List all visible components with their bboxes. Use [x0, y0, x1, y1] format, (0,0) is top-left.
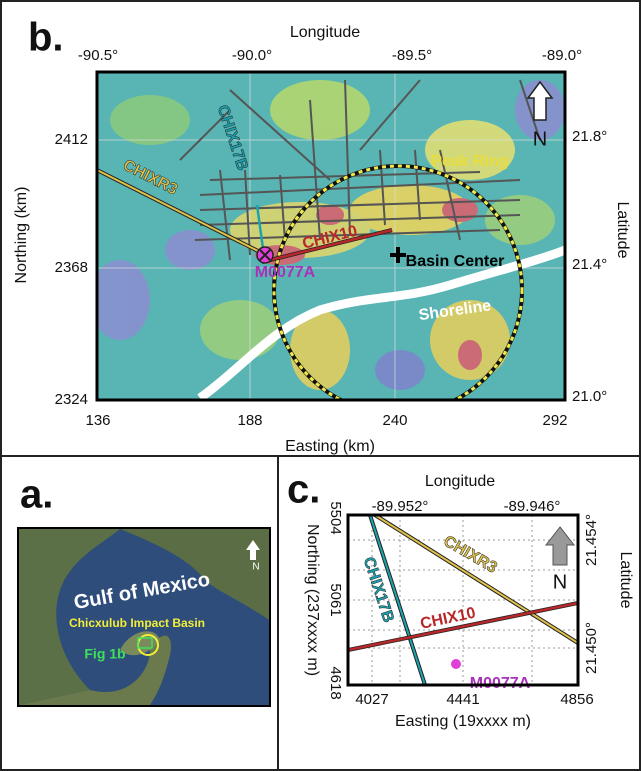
tick-label: 136: [85, 412, 110, 429]
map-label: M0077A: [255, 264, 316, 281]
map-label: Fig 1b: [84, 646, 125, 662]
panel-label: b.: [28, 16, 64, 60]
tick-label: 4441: [446, 691, 479, 708]
tick-label: 5061: [327, 583, 344, 616]
tick-label: 21.0°: [572, 388, 607, 405]
axis-title: Easting (19xxxx m): [395, 713, 531, 730]
tick-label: -89.0°: [542, 47, 582, 64]
tick-label: 2324: [55, 391, 88, 408]
axis-title: Longitude: [290, 24, 360, 41]
figure: b. Longitude -90.5° -90.0° -89.5° -89.0°…: [0, 0, 641, 771]
tick-label: -89.946°: [504, 498, 561, 515]
panel-b: b. Longitude -90.5° -90.0° -89.5° -89.0°…: [13, 16, 631, 456]
panel-a: a. N Gulf of Mexico Chicxulub Impact Bas…: [18, 473, 270, 706]
axis-title: Latitude: [617, 552, 634, 609]
axis-title: Latitude: [614, 202, 631, 259]
tick-label: 4618: [327, 666, 344, 699]
north-label: N: [553, 571, 567, 593]
axis-title: Easting (km): [285, 438, 375, 455]
tick-label: -89.952°: [372, 498, 429, 515]
north-label: N: [252, 562, 259, 573]
tick-label: -89.5°: [392, 47, 432, 64]
map-label: Chicxulub Impact Basin: [69, 616, 205, 630]
panel-c: c. Longitude -89.952° -89.946° Northing …: [287, 468, 634, 731]
axis-title: Northing (237xxxx m): [304, 524, 321, 676]
axis-title: Northing (km): [13, 187, 30, 284]
tick-label: 5504: [327, 501, 344, 534]
tick-label: 188: [237, 412, 262, 429]
tick-label: 292: [542, 412, 567, 429]
tick-label: -90.0°: [232, 47, 272, 64]
map-label: Peak Ring: [431, 153, 508, 170]
tick-label: 2368: [55, 259, 88, 276]
tick-label: 2412: [55, 131, 88, 148]
north-label: N: [533, 128, 547, 150]
tick-label: 21.4°: [572, 256, 607, 273]
tick-label: 21.8°: [572, 128, 607, 145]
axis-title: Longitude: [425, 473, 495, 490]
panel-label: c.: [287, 468, 320, 512]
tick-label: 4027: [355, 691, 388, 708]
map-label: Basin Center: [406, 253, 505, 270]
tick-label: -90.5°: [78, 47, 118, 64]
tick-label: 21.450°: [583, 622, 600, 674]
tick-label: 21.454°: [583, 514, 600, 566]
tick-label: 240: [382, 412, 407, 429]
panel-label: a.: [20, 473, 53, 517]
tick-label: 4856: [560, 691, 593, 708]
